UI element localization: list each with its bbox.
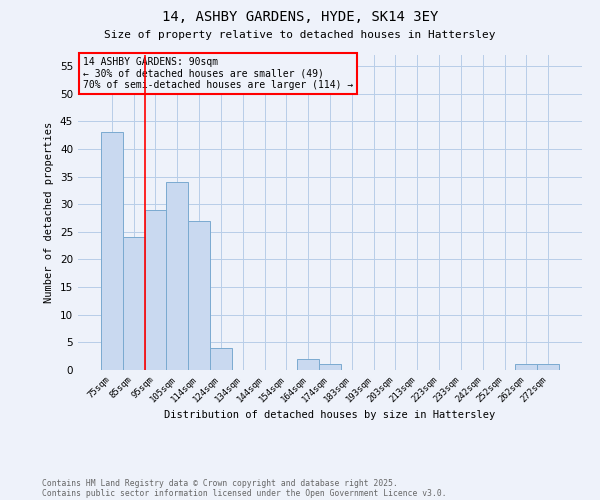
Bar [188, 221, 210, 370]
Bar [123, 238, 145, 370]
Text: Contains HM Land Registry data © Crown copyright and database right 2025.: Contains HM Land Registry data © Crown c… [42, 478, 398, 488]
Bar [145, 210, 166, 370]
Bar [210, 348, 232, 370]
Bar [101, 132, 123, 370]
Bar [166, 182, 188, 370]
Bar [515, 364, 537, 370]
Text: 14, ASHBY GARDENS, HYDE, SK14 3EY: 14, ASHBY GARDENS, HYDE, SK14 3EY [162, 10, 438, 24]
Text: Contains public sector information licensed under the Open Government Licence v3: Contains public sector information licen… [42, 488, 446, 498]
Bar [319, 364, 341, 370]
Text: 14 ASHBY GARDENS: 90sqm
← 30% of detached houses are smaller (49)
70% of semi-de: 14 ASHBY GARDENS: 90sqm ← 30% of detache… [83, 56, 353, 90]
Y-axis label: Number of detached properties: Number of detached properties [44, 122, 55, 303]
Text: Size of property relative to detached houses in Hattersley: Size of property relative to detached ho… [104, 30, 496, 40]
Bar [537, 364, 559, 370]
X-axis label: Distribution of detached houses by size in Hattersley: Distribution of detached houses by size … [164, 410, 496, 420]
Bar [297, 359, 319, 370]
